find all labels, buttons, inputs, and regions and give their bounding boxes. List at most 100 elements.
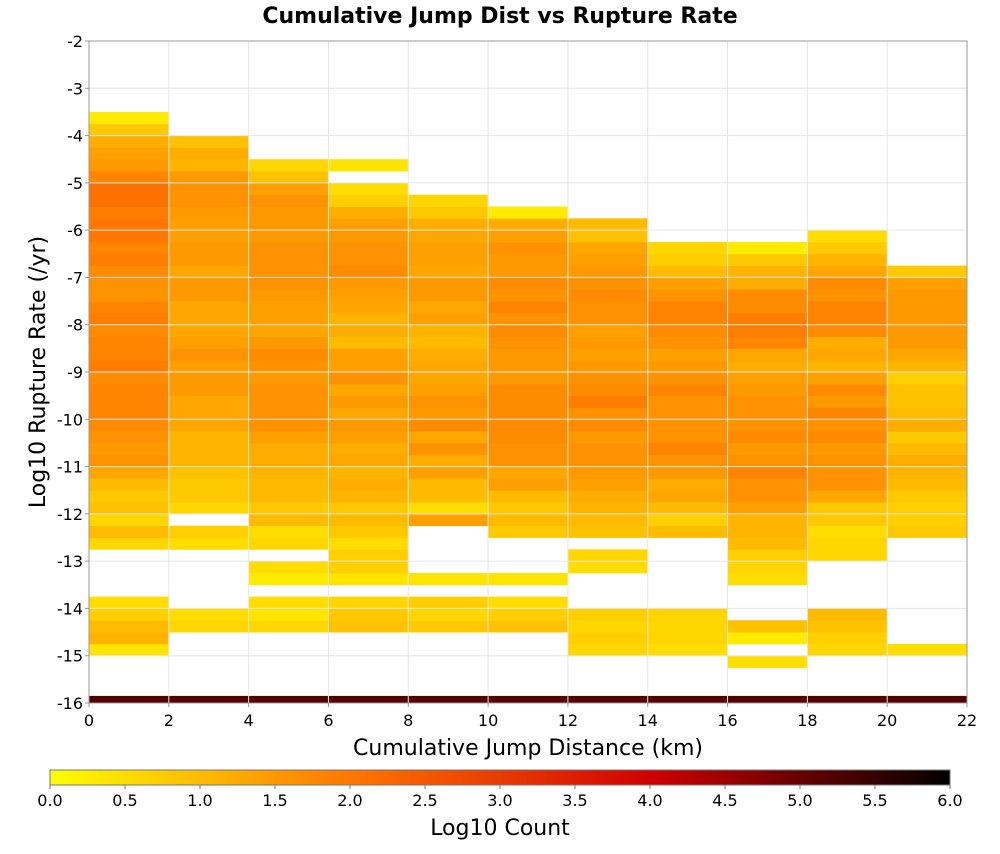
heatmap-cell: [887, 348, 968, 361]
heatmap-cell: [89, 253, 170, 267]
heatmap-cell: [248, 218, 329, 231]
heatmap-cell: [328, 348, 409, 361]
heatmap-cell: [89, 159, 170, 172]
heatmap-cell: [89, 478, 170, 491]
heatmap-cell: [168, 218, 250, 231]
heatmap-cell: [328, 372, 409, 385]
heatmap-cell: [89, 596, 170, 609]
heatmap-cell: [727, 561, 808, 574]
heatmap-cell: [727, 407, 808, 420]
heatmap-cell: [567, 478, 649, 491]
heatmap-cell: [887, 525, 968, 538]
heatmap-cell: [727, 312, 808, 326]
heatmap-cell: [168, 265, 250, 278]
heatmap-cell: [408, 572, 489, 586]
heatmap-cell: [89, 372, 170, 385]
heatmap-cell: [727, 620, 808, 633]
heatmap-cell: [807, 324, 888, 337]
heatmap-cell: [168, 312, 250, 326]
heatmap-cell: [488, 502, 569, 515]
heatmap-cell: [408, 442, 489, 456]
heatmap-cell: [887, 265, 968, 278]
heatmap-cell: [567, 442, 649, 456]
heatmap-cell: [248, 230, 329, 243]
heatmap-cell: [168, 395, 250, 408]
heatmap-cell: [647, 442, 728, 456]
heatmap-cell: [647, 502, 728, 515]
heatmap-cell: [328, 360, 409, 373]
heatmap-cell: [488, 454, 569, 467]
heatmap-cell: [89, 289, 170, 302]
heatmap-cell: [328, 561, 409, 574]
heatmap-cell: [807, 643, 888, 657]
heatmap-cell: [328, 478, 409, 491]
heatmap-cell: [727, 513, 808, 527]
heatmap-cell: [807, 537, 888, 550]
heatmap-cell: [488, 253, 569, 267]
heatmap-cell: [807, 608, 888, 621]
heatmap-cell: [807, 454, 888, 467]
heatmap-cell: [488, 395, 569, 408]
heatmap-cell: [887, 502, 968, 515]
heatmap-cell: [727, 336, 808, 349]
heatmap-cell: [887, 466, 968, 479]
heatmap-cell: [328, 206, 409, 219]
heatmap-cell: [807, 419, 888, 432]
heatmap-cell: [408, 466, 489, 479]
heatmap-cell: [807, 407, 888, 420]
heatmap-cell: [168, 182, 250, 196]
heatmap-cell: [248, 502, 329, 515]
heatmap-cell: [567, 383, 649, 397]
y-tick-label: -15: [57, 647, 83, 666]
colorbar-gradient: [49, 769, 951, 786]
heatmap-cell: [248, 277, 329, 290]
heatmap-cell: [168, 324, 250, 337]
heatmap-cell: [647, 383, 728, 397]
heatmap-cell: [727, 395, 808, 408]
heatmap-cell: [408, 608, 489, 621]
heatmap-cell: [647, 360, 728, 373]
heatmap-cell: [168, 289, 250, 302]
colorbar-tick-label: 0.0: [37, 791, 62, 810]
heatmap-cell: [168, 407, 250, 420]
heatmap-cell: [887, 643, 968, 657]
heatmap-cell: [408, 620, 489, 633]
heatmap-cell: [89, 194, 170, 207]
heatmap-cell: [89, 324, 170, 337]
heatmap-cell: [408, 383, 489, 397]
heatmap-cell: [248, 478, 329, 491]
heatmap-cell: [647, 419, 728, 432]
heatmap-cell: [328, 182, 409, 196]
heatmap-cell: [887, 490, 968, 503]
heatmap-cell: [488, 289, 569, 302]
heatmap-cell: [727, 372, 808, 385]
heatmap-cell: [567, 324, 649, 337]
heatmap-cell: [727, 289, 808, 302]
heatmap-cell: [807, 431, 888, 444]
heatmap-cell: [567, 241, 649, 255]
heatmap-cell: [647, 395, 728, 408]
heatmap-cell: [488, 608, 569, 621]
heatmap-cell: [408, 502, 489, 515]
heatmap-cell: [488, 620, 569, 633]
heatmap-cell: [807, 336, 888, 349]
heatmap-cell: [328, 383, 409, 397]
heatmap-cell: [567, 502, 649, 515]
heatmap-cell: [248, 336, 329, 349]
heatmap-cell: [567, 419, 649, 432]
heatmap-cell: [248, 372, 329, 385]
y-tick-label: -11: [57, 458, 83, 477]
x-tick-label: 8: [403, 711, 413, 730]
heatmap-cell: [89, 265, 170, 278]
heatmap-cell: [328, 572, 409, 586]
heatmap-cell: [567, 632, 649, 645]
heatmap-cell: [807, 632, 888, 645]
heatmap-cell: [408, 395, 489, 408]
x-tick-label: 20: [877, 711, 897, 730]
y-tick-label: -9: [67, 363, 83, 382]
heatmap-cell: [727, 466, 808, 479]
heatmap-cell: [408, 289, 489, 302]
heatmap-cell: [488, 513, 569, 527]
heatmap-cell: [328, 265, 409, 278]
